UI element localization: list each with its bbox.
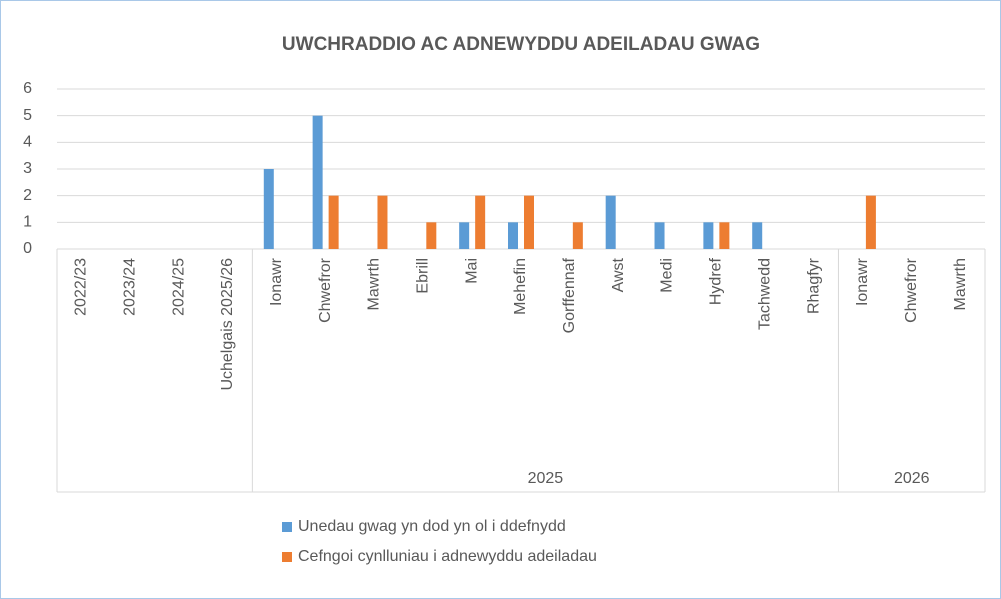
x-tick-label: 2024/25 — [170, 258, 187, 316]
y-tick-label: 5 — [23, 107, 32, 124]
y-tick-label: 2 — [23, 187, 32, 204]
group-label: 2026 — [894, 470, 930, 487]
legend-label: Cefngoi cynlluniau i adnewyddu adeiladau — [298, 548, 597, 565]
bar — [475, 195, 486, 249]
x-tick-label: Rhagfyr — [805, 257, 822, 314]
x-tick-label: Mehefin — [512, 258, 529, 315]
bar — [572, 222, 583, 249]
bar — [524, 195, 534, 249]
bar — [703, 222, 714, 249]
x-tick-label: Ionawr — [854, 257, 871, 306]
x-tick-label: Awst — [610, 257, 627, 292]
bar — [377, 195, 388, 249]
bar — [312, 115, 323, 250]
x-tick-label: Uchelgais 2025/26 — [219, 258, 236, 391]
bar — [605, 195, 616, 249]
bar — [865, 195, 876, 249]
bar — [426, 222, 437, 249]
y-tick-label: 4 — [23, 134, 32, 151]
x-tick-label: Ionawr — [268, 257, 285, 306]
bar — [654, 222, 665, 249]
bar — [328, 195, 339, 249]
x-tick-label: Ebrill — [415, 258, 432, 294]
x-tick-label: Chwefror — [317, 257, 334, 323]
group-label: 2025 — [528, 470, 564, 487]
y-tick-label: 3 — [23, 160, 32, 177]
legend-swatch — [282, 552, 292, 562]
y-tick-label: 6 — [23, 80, 32, 97]
x-tick-label: 2022/23 — [73, 258, 90, 316]
x-tick-label: Hydref — [708, 257, 725, 305]
x-tick-label: Mawrth — [952, 258, 969, 310]
x-tick-label: Chwefror — [903, 257, 920, 323]
x-tick-label: Medi — [659, 258, 676, 293]
x-tick-label: Mai — [463, 258, 480, 284]
x-tick-label: Tachwedd — [756, 258, 773, 330]
x-tick-label: Mawrth — [366, 258, 383, 310]
y-tick-label: 1 — [23, 214, 32, 231]
x-tick-label: 2023/24 — [121, 258, 138, 316]
bar — [508, 222, 518, 249]
legend-label: Unedau gwag yn dod yn ol i ddefnydd — [298, 518, 566, 535]
y-tick-label: 0 — [23, 240, 32, 257]
x-tick-label: Gorffennaf — [561, 257, 578, 333]
bar — [752, 222, 763, 249]
bar — [459, 222, 470, 249]
bar — [719, 222, 730, 249]
bar — [263, 169, 274, 249]
legend-swatch — [282, 522, 292, 532]
chart-title: UWCHRADDIO AC ADNEWYDDU ADEILADAU GWAG — [282, 34, 760, 55]
